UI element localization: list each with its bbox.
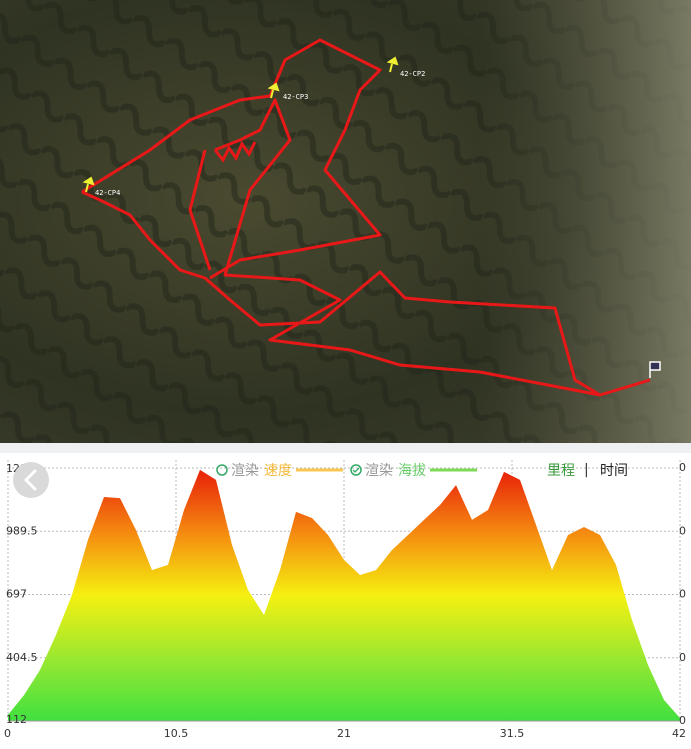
elevation-area	[8, 469, 680, 721]
time-tab[interactable]: 时间	[600, 463, 628, 479]
y-tick-label: 989.5	[6, 524, 38, 537]
map-label: 42-CP3	[283, 93, 308, 101]
y2-tick-label: 0	[679, 524, 686, 537]
y2-tick-label: 0	[679, 714, 686, 727]
speed-legend: 速度	[264, 463, 292, 479]
y-tick-label: 697	[6, 588, 27, 601]
y2-tick-label: 0	[679, 461, 686, 474]
elevation-toggle[interactable]: 渲染	[365, 463, 393, 479]
y2-tick-label: 0	[679, 651, 686, 664]
legend: 渲染 速度 渲染 海拔 里程 | 时间	[216, 462, 628, 479]
map-label: 42-CP2	[400, 70, 425, 78]
y-tick-label: 112	[6, 713, 27, 726]
y-tick-label: 404.5	[6, 651, 38, 664]
y2-tick-label: 0	[679, 588, 686, 601]
x-tick-label: 42	[672, 727, 686, 740]
back-button[interactable]	[13, 462, 49, 498]
x-tick-label: 10.5	[164, 727, 189, 740]
x-tick-label: 0	[4, 727, 11, 740]
map-label: 42-CP4	[95, 189, 120, 197]
speed-toggle[interactable]: 渲染	[231, 463, 259, 479]
x-tick-label: 31.5	[500, 727, 525, 740]
distance-tab[interactable]: 里程	[547, 463, 575, 479]
elevation-toggle-icon[interactable]	[350, 464, 362, 476]
map[interactable]: 42-CP2 42-CP3 42-CP4	[0, 0, 691, 443]
separator: |	[584, 462, 589, 478]
elevation-legend: 海拔	[398, 463, 426, 479]
speed-toggle-icon[interactable]	[216, 464, 228, 476]
pins	[82, 56, 661, 378]
divider	[0, 443, 691, 453]
x-tick-label: 21	[337, 727, 351, 740]
